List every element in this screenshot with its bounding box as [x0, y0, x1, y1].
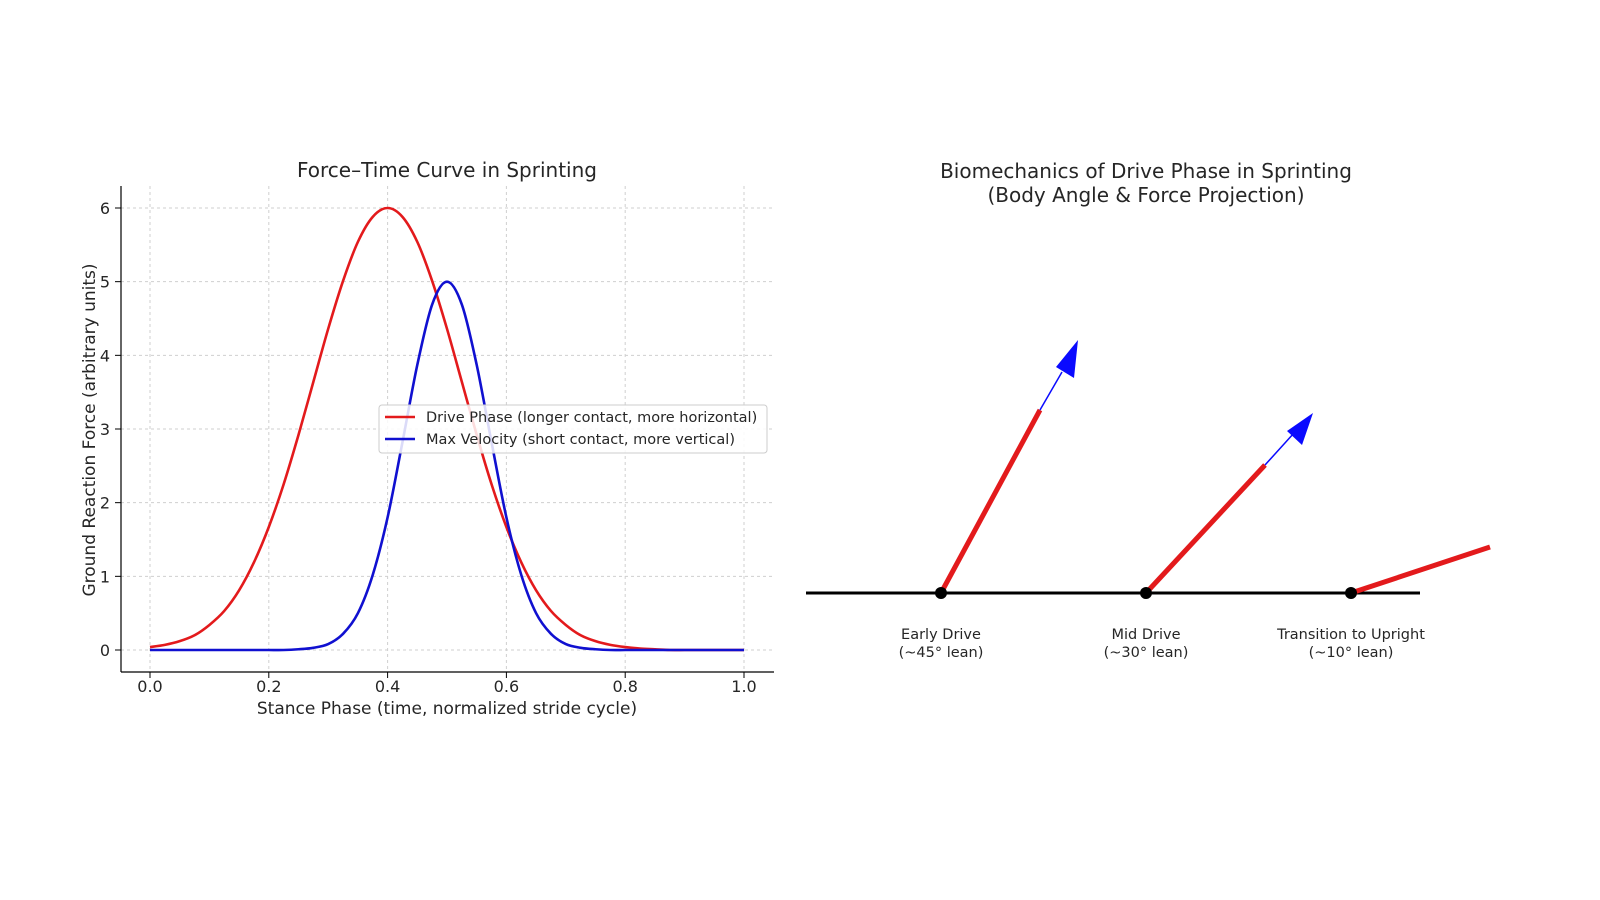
force-time-chart: Force–Time Curve in Sprinting 0.0 0.2 0.4 0… [80, 158, 774, 719]
force-arrow-icon [1287, 413, 1313, 445]
stage-mid-drive: Mid Drive (~30° lean) [1104, 413, 1313, 661]
x-tick-label: 1.0 [731, 677, 756, 696]
force-arrow-shaft [1264, 432, 1295, 466]
y-tick-label: 4 [100, 346, 110, 365]
diagram-subtitle: (Body Angle & Force Projection) [987, 183, 1304, 207]
biomechanics-diagram: Biomechanics of Drive Phase in Sprinting… [806, 159, 1491, 661]
x-tick-label: 0.2 [256, 677, 281, 696]
y-tick-label: 2 [100, 494, 110, 513]
foot-contact-point [1140, 587, 1152, 599]
chart-title: Force–Time Curve in Sprinting [297, 158, 597, 182]
force-arrow-shaft [1039, 371, 1063, 411]
curves [149, 206, 744, 652]
stage-sublabel: (~45° lean) [899, 645, 984, 661]
y-tick-label: 1 [100, 567, 110, 586]
stage-transition-upright: Transition to Upright (~10° lean) [1276, 544, 1491, 661]
x-axis-label: Stance Phase (time, normalized stride cy… [257, 699, 637, 719]
legend-label-drive: Drive Phase (longer contact, more horizo… [426, 410, 757, 426]
body-line [1350, 544, 1491, 596]
stage-label: Early Drive [901, 627, 981, 643]
stage-label: Mid Drive [1111, 627, 1180, 643]
stage-sublabel: (~30° lean) [1104, 645, 1189, 661]
legend-label-maxvel: Max Velocity (short contact, more vertic… [426, 432, 735, 448]
x-tick-label: 0.4 [375, 677, 400, 696]
ticks: 0.0 0.2 0.4 0.6 0.8 1.0 0 1 2 3 4 5 6 [100, 199, 757, 696]
y-tick-label: 3 [100, 420, 110, 439]
stage-early-drive: Early Drive (~45° lean) [899, 340, 1078, 661]
diagram-title-line1: Biomechanics of Drive Phase in Sprinting [940, 159, 1352, 183]
y-axis-label: Ground Reaction Force (arbitrary units) [80, 263, 100, 596]
legend: Drive Phase (longer contact, more horizo… [378, 404, 768, 454]
foot-contact-point [935, 587, 947, 599]
body-line [1144, 463, 1267, 595]
stage-label: Transition to Upright [1276, 627, 1425, 643]
max-velocity-curve [149, 280, 744, 652]
y-tick-label: 5 [100, 273, 110, 292]
force-arrow-icon [1056, 340, 1078, 378]
y-tick-label: 6 [100, 199, 110, 218]
body-line [938, 408, 1043, 595]
x-tick-label: 0.0 [137, 677, 162, 696]
y-tick-label: 0 [100, 641, 110, 660]
legend-box [378, 404, 768, 454]
foot-contact-point [1345, 587, 1357, 599]
x-tick-label: 0.6 [494, 677, 519, 696]
stage-sublabel: (~10° lean) [1309, 645, 1394, 661]
x-tick-label: 0.8 [612, 677, 637, 696]
